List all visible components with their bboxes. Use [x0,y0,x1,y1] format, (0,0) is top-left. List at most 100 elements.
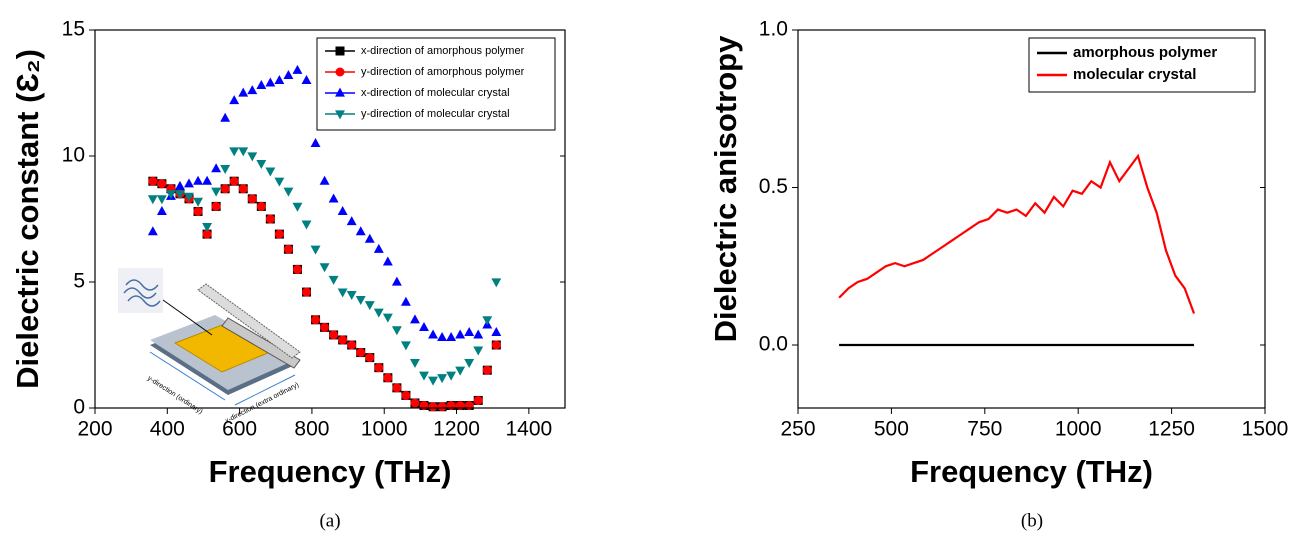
x-tick-label: 250 [780,418,815,441]
marker [428,402,438,412]
marker [175,190,185,200]
marker [455,329,466,339]
marker [256,80,267,90]
legend-label: amorphous polymer [1073,44,1217,61]
marker [437,402,447,412]
marker [211,163,222,173]
x-tick-label: 200 [77,418,112,441]
legend-label: molecular crystal [1073,66,1196,83]
marker [238,87,249,97]
marker [364,233,375,243]
marker [220,112,231,122]
marker [382,256,393,266]
marker [157,179,167,189]
marker [265,214,275,224]
marker [310,245,321,255]
marker [274,229,284,239]
marker [211,187,222,197]
marker [175,180,185,190]
marker [410,314,420,324]
marker [283,244,293,254]
axes-frame [94,29,566,409]
x-tick-label: 1400 [505,418,552,441]
marker [400,341,411,351]
marker [355,296,366,306]
marker [482,365,492,375]
series-line [838,153,1196,314]
x-tick-label: 400 [150,418,185,441]
inset-beam [197,283,301,359]
marker [211,201,221,211]
marker [373,308,384,318]
marker [202,229,212,239]
marker [156,195,167,205]
legend-box [316,37,556,131]
y-tick-label: 1.0 [759,18,788,41]
inset-molecules [123,279,161,307]
marker [347,340,357,350]
inset-molecule-box [118,268,163,313]
marker [473,395,483,405]
marker [355,226,366,236]
marker [482,316,493,326]
marker [383,373,393,383]
legend-label: y-direction of amorphous polymer [361,66,525,78]
marker [382,313,393,323]
marker [265,77,276,87]
marker [328,193,339,203]
caption: (a) [319,510,340,531]
marker [193,197,203,207]
marker [391,276,402,286]
marker [193,175,203,185]
marker [491,327,502,336]
marker [335,46,345,56]
marker [292,64,303,74]
marker [301,75,312,84]
marker [437,332,448,342]
marker [419,400,429,410]
y-axis-title: Dielectric anisotropy [708,35,743,342]
marker [247,152,258,162]
marker [337,206,348,216]
x-tick-label: 1250 [1148,418,1195,441]
x-tick-label: 750 [967,418,1002,441]
x-tick-label: 1200 [433,418,480,441]
legend-box [1028,37,1256,93]
y-axis-title: Dielectric constant (Ɛ₂) [10,49,45,389]
marker [410,398,420,408]
x-tick-label: 1000 [361,418,408,441]
x-tick-label: 1000 [1055,418,1102,441]
marker [346,291,357,300]
marker [274,177,285,187]
legend-label: x-direction of molecular crystal [361,87,510,99]
marker [319,263,330,273]
marker [391,326,402,336]
x-tick-label: 1500 [1242,418,1289,441]
marker [437,374,448,384]
x-tick-label: 800 [294,418,329,441]
marker [184,192,194,202]
marker [256,159,267,169]
marker [156,206,167,216]
marker [392,383,402,393]
marker [220,165,231,174]
marker [365,353,375,363]
marker [256,201,266,211]
marker [147,226,158,236]
marker [464,359,475,369]
y-tick-label: 0.0 [759,333,788,356]
marker [364,301,375,311]
marker [446,332,457,342]
y-tick-label: 10 [62,144,85,167]
marker [473,329,484,339]
marker [400,296,411,306]
marker [373,243,384,253]
marker [491,278,502,288]
marker [238,147,249,157]
marker [419,321,429,331]
marker [455,366,466,376]
marker [446,371,457,381]
marker [319,175,330,185]
marker [374,363,384,373]
